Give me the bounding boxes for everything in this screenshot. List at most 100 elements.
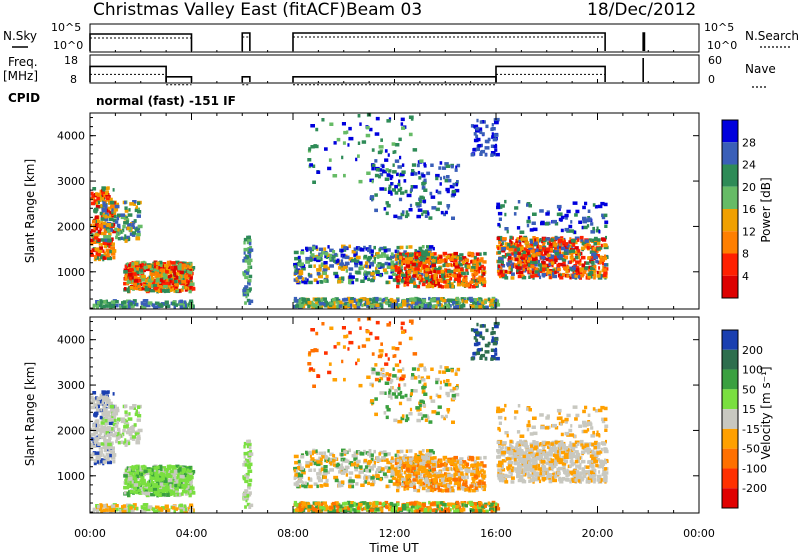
power-cell [523,251,526,255]
power-cell [144,266,148,270]
power-cell [459,274,462,278]
power-cell [321,118,324,122]
power-cell [418,298,422,302]
power-cell [296,277,298,281]
power-cell [347,143,349,147]
power-cell [540,222,545,226]
power-cell [132,231,136,235]
velocity-cell [142,467,144,471]
velocity-cell [125,443,128,447]
power-cell [396,279,399,283]
power-cell [151,277,154,281]
power-cell [334,141,337,145]
power-cell [386,119,390,123]
power-cell [396,285,399,289]
power-cell [392,170,397,174]
power-cell [485,146,490,150]
power-cell [411,305,413,309]
power-cell [436,301,439,305]
power-cell [496,203,500,207]
power-cell [335,275,339,279]
power-cell [384,188,386,192]
velocity-cell [369,449,372,453]
power-cell [390,182,392,186]
power-cell [594,274,596,278]
power-cell [101,217,106,221]
power-cell [404,179,407,183]
power-cell [530,250,534,254]
power-cell [160,269,165,273]
power-cell [308,301,312,305]
power-cell [441,304,443,308]
power-cell [365,276,368,280]
velocity-cell [112,412,114,416]
power-cell [384,249,388,253]
power-cell [451,285,454,289]
power-cell [332,298,336,302]
power-cell [430,253,434,257]
power-cell [401,126,405,129]
power-cell [359,180,363,184]
power-cell [422,283,426,287]
power-cell [316,171,320,175]
power-colorbar-tick-label: 16 [742,203,756,216]
power-colorbar-tick-label: 12 [742,225,756,238]
velocity-cell [169,484,171,488]
power-cell [120,213,125,217]
power-cell [438,201,442,205]
power-cell [564,256,568,260]
power-cell [96,197,100,201]
power-cell [494,148,497,152]
power-cell [603,274,607,278]
power-cell [125,239,128,243]
power-cell [386,281,389,285]
power-cell [445,211,448,215]
power-cell [539,209,544,213]
velocity-cell [138,429,143,433]
power-cell [374,257,376,261]
velocity-cell [114,419,117,423]
power-cell [470,299,474,303]
power-cell [346,269,348,273]
power-cell [184,274,189,278]
power-cell [326,275,329,279]
velocity-cell [102,392,105,396]
power-cell [435,281,437,285]
power-cell [323,265,327,269]
velocity-cell [185,508,187,512]
velocity-cell [422,449,425,453]
nsky-strip: N.Sky 10^5 10^0 10^5 10^0 N.Search [3,21,799,52]
power-cell [475,305,478,309]
power-cell [501,247,506,251]
power-cell [604,221,608,225]
station-title: Christmas Valley East (fitACF) [93,0,346,20]
velocity-cell [127,484,131,488]
power-cell [96,202,98,206]
velocity-cell [167,493,169,497]
power-cell [124,201,127,205]
power-cell [438,278,442,282]
velocity-cell [110,450,115,454]
power-cell [307,158,311,162]
power-cell [392,142,396,146]
power-cell [443,176,445,180]
velocity-cell [369,469,371,473]
velocity-cell [249,486,251,490]
nsky-label: N.Sky [3,29,37,43]
power-cell [119,305,121,309]
power-cell [324,147,328,151]
velocity-cell [170,478,173,482]
power-cell [91,194,94,198]
velocity-cell [300,455,304,459]
power-cell [514,206,518,210]
velocity-cell [156,470,159,474]
velocity-cell [308,477,310,481]
power-cell [97,220,101,224]
power-cell [118,237,121,241]
power-cell [249,275,253,279]
power-cell [517,248,520,252]
power-cell [578,253,580,257]
nave-tick-top: 60 [708,54,722,67]
power-cell [418,276,421,280]
velocity-cell [170,470,174,474]
